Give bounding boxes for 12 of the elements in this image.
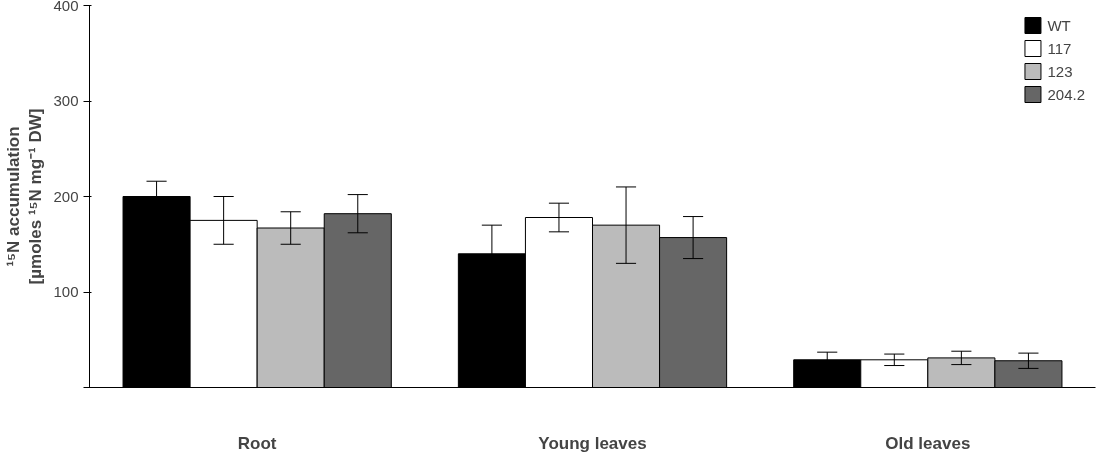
x-tick-label: Young leaves [538,433,647,453]
y-axis-title: ¹⁵N accumulation [µmoles ¹⁵N mg⁻¹ DW] [3,108,46,285]
y-tick-label: 200 [53,187,79,205]
x-tick-label: Old leaves [885,433,971,453]
x-tick-label: Root [237,433,277,453]
y-tick-label: 100 [53,283,79,300]
legend-label: 123 [1047,62,1073,80]
y-tick-label: 300 [53,92,79,109]
legend-label: WT [1047,16,1071,34]
legend-label: 204.2 [1047,85,1085,103]
legend-label: 117 [1047,39,1072,57]
y-tick-label: 400 [53,0,79,14]
